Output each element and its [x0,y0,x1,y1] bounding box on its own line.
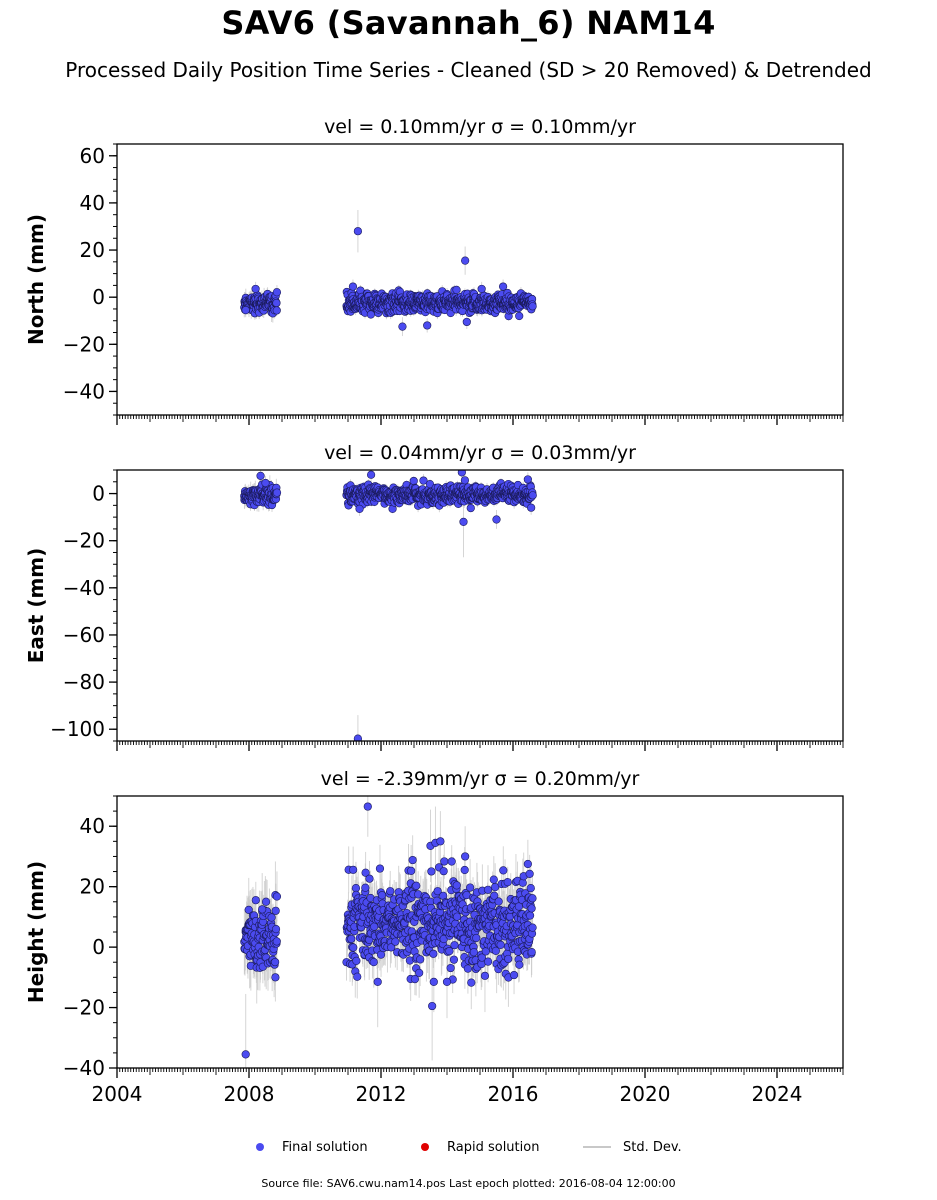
x-ticks-east [116,741,844,751]
data-point [244,905,253,914]
y-tick-label: 40 [80,191,105,215]
y-tick-label: 20 [80,238,105,262]
y-tick-label: −100 [50,717,105,741]
data-point [499,282,508,291]
ylabel-east: East (mm) [24,548,48,664]
axes-frame-east [116,469,844,742]
y-tick-label: −80 [63,670,105,694]
y-tick-label: 60 [80,144,105,168]
y-tick-label: −40 [63,576,105,600]
final-solution-points-east [240,470,537,741]
data-point [267,913,276,922]
plot-area-north [240,209,537,337]
y-tick-label: −60 [63,623,105,647]
data-point [272,937,281,946]
data-point [527,503,536,512]
data-point [272,298,281,308]
data-point [349,865,358,874]
panel-height: vel = -2.39mm/yr σ = 0.20mm/yr Height (mm… [24,768,844,1106]
data-point [367,470,376,479]
data-point [377,891,387,900]
data-point [398,322,407,331]
final-solution-points-height [240,802,537,1059]
data-point [423,321,432,330]
data-point [256,471,265,480]
data-point [523,475,532,484]
y-ticks-east: −100 −80 −60 −40 −20 0 [50,469,117,742]
data-point [391,937,400,946]
data-point [272,306,281,315]
panel-title-height: vel = -2.39mm/yr σ = 0.20mm/yr [321,768,640,790]
y-tick-label: 0 [92,285,105,309]
ylabel-height: Height (mm) [24,861,48,1003]
data-point [361,883,370,892]
data-point [528,491,537,500]
panel-title-east: vel = 0.04mm/yr σ = 0.03mm/yr [324,442,636,464]
data-point [352,956,361,966]
x-ticks-north [116,415,844,425]
y-tick-label: −40 [63,379,105,403]
data-point [419,476,428,485]
std-dev-bars-east [243,470,534,741]
axes-frame-north [116,143,844,416]
data-point [460,476,470,485]
data-point [466,503,475,513]
data-point [241,306,250,315]
plot-area-east [240,470,537,741]
data-point [355,504,364,513]
data-point [375,864,385,873]
final-solution-points-north [240,227,537,331]
data-point [271,924,281,934]
data-point [349,943,358,952]
data-point [251,896,260,905]
data-point [457,470,466,477]
chart-subtitle: Processed Daily Position Time Series - C… [65,58,872,82]
chart-title: SAV6 (Savannah_6) NAM14 [221,4,716,42]
data-point [369,957,378,967]
data-point [365,874,374,883]
ylabel-north: North (mm) [24,214,48,345]
data-point [271,957,280,967]
y-tick-label: 0 [92,482,105,506]
data-point [462,317,471,327]
data-point [515,311,524,321]
data-point [353,972,362,981]
data-point [370,922,379,931]
data-point [452,285,461,295]
data-point [387,943,396,952]
data-point [261,897,271,906]
y-ticks-north: −40 −20 0 20 40 60 [63,143,117,416]
y-tick-label: −20 [63,332,105,356]
data-point [351,884,361,893]
data-point [271,906,280,915]
data-point [477,284,486,294]
data-point [272,288,282,297]
data-point [261,478,270,488]
data-point [386,887,395,896]
std-dev-bars-north [243,209,534,337]
data-point [459,517,468,526]
data-point [409,476,418,486]
data-point [251,284,260,294]
panel-title-north: vel = 0.10mm/yr σ = 0.10mm/yr [324,116,636,138]
data-point [348,282,358,291]
data-point [528,302,537,311]
data-point [353,734,362,741]
data-point [461,256,470,265]
data-point [272,488,282,497]
data-point [492,515,501,524]
data-point [353,227,363,236]
data-point [347,934,356,944]
data-point [272,892,282,901]
data-point [361,868,370,877]
plot-area-height [240,796,537,1068]
y-tick-label: −20 [63,529,105,553]
